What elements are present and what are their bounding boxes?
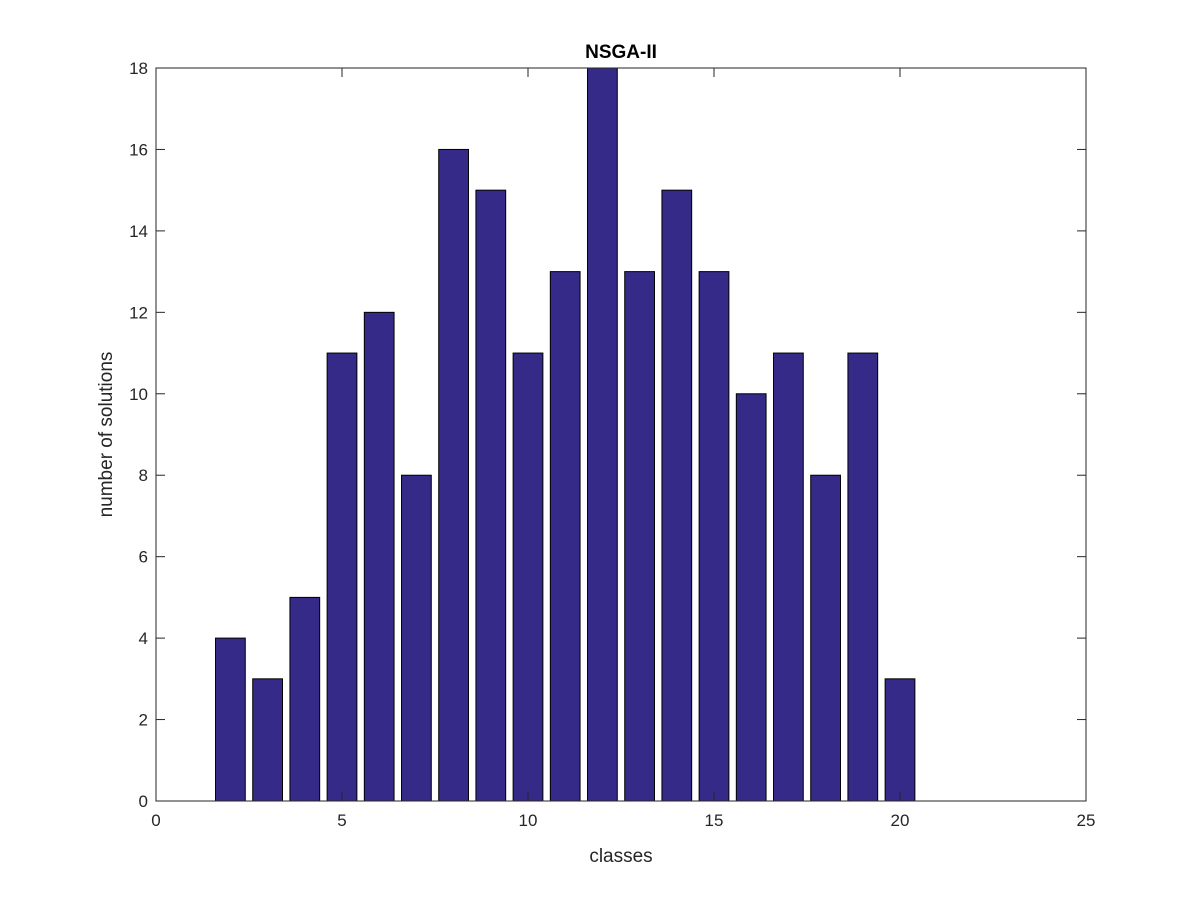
y-tick-label-6: 6 [139,548,148,567]
bar-class-5 [326,352,358,802]
x-tick-label-20: 20 [891,811,910,830]
bar-class-15 [698,271,730,802]
y-tick-label-12: 12 [129,303,148,322]
bar-class-4 [289,596,321,802]
bars [215,67,916,802]
bar-class-13 [624,271,655,802]
bar-class-3 [252,678,283,802]
y-tick-label-0: 0 [139,792,148,811]
y-axis-label: number of solutions [96,352,117,518]
y-tick-label-18: 18 [129,59,148,78]
y-tick-label-16: 16 [129,140,148,159]
bar-class-2 [215,637,246,802]
bar-class-20 [884,678,916,802]
bar-class-7 [401,474,432,802]
bar-class-18 [810,474,841,802]
x-tick-label-15: 15 [705,811,724,830]
chart-title: NSGA-II [585,42,657,63]
x-tick-label-10: 10 [519,811,538,830]
y-tick-label-8: 8 [139,466,148,485]
bar-class-9 [475,189,507,802]
bar-class-19 [847,352,879,802]
bar-class-14 [661,189,693,802]
bar-class-12 [587,67,618,802]
y-tick-label-2: 2 [139,711,148,730]
x-tick-label-25: 25 [1077,811,1096,830]
x-tick-label-5: 5 [337,811,346,830]
y-tick-label-10: 10 [129,385,148,404]
x-tick-label-0: 0 [151,811,160,830]
bar-class-6 [363,311,395,802]
axes-box [155,67,1087,802]
bar-class-17 [773,352,804,802]
bar-class-16 [735,393,767,802]
bar-class-11 [549,271,581,802]
y-tick-label-4: 4 [139,629,148,648]
x-axis-label: classes [589,846,652,867]
bar-class-8 [438,148,469,802]
y-tick-label-14: 14 [129,222,148,241]
bar-class-10 [512,352,544,802]
tick-labels: 0 5 10 15 20 25 0 2 4 6 8 10 12 14 16 18 [129,59,1095,830]
